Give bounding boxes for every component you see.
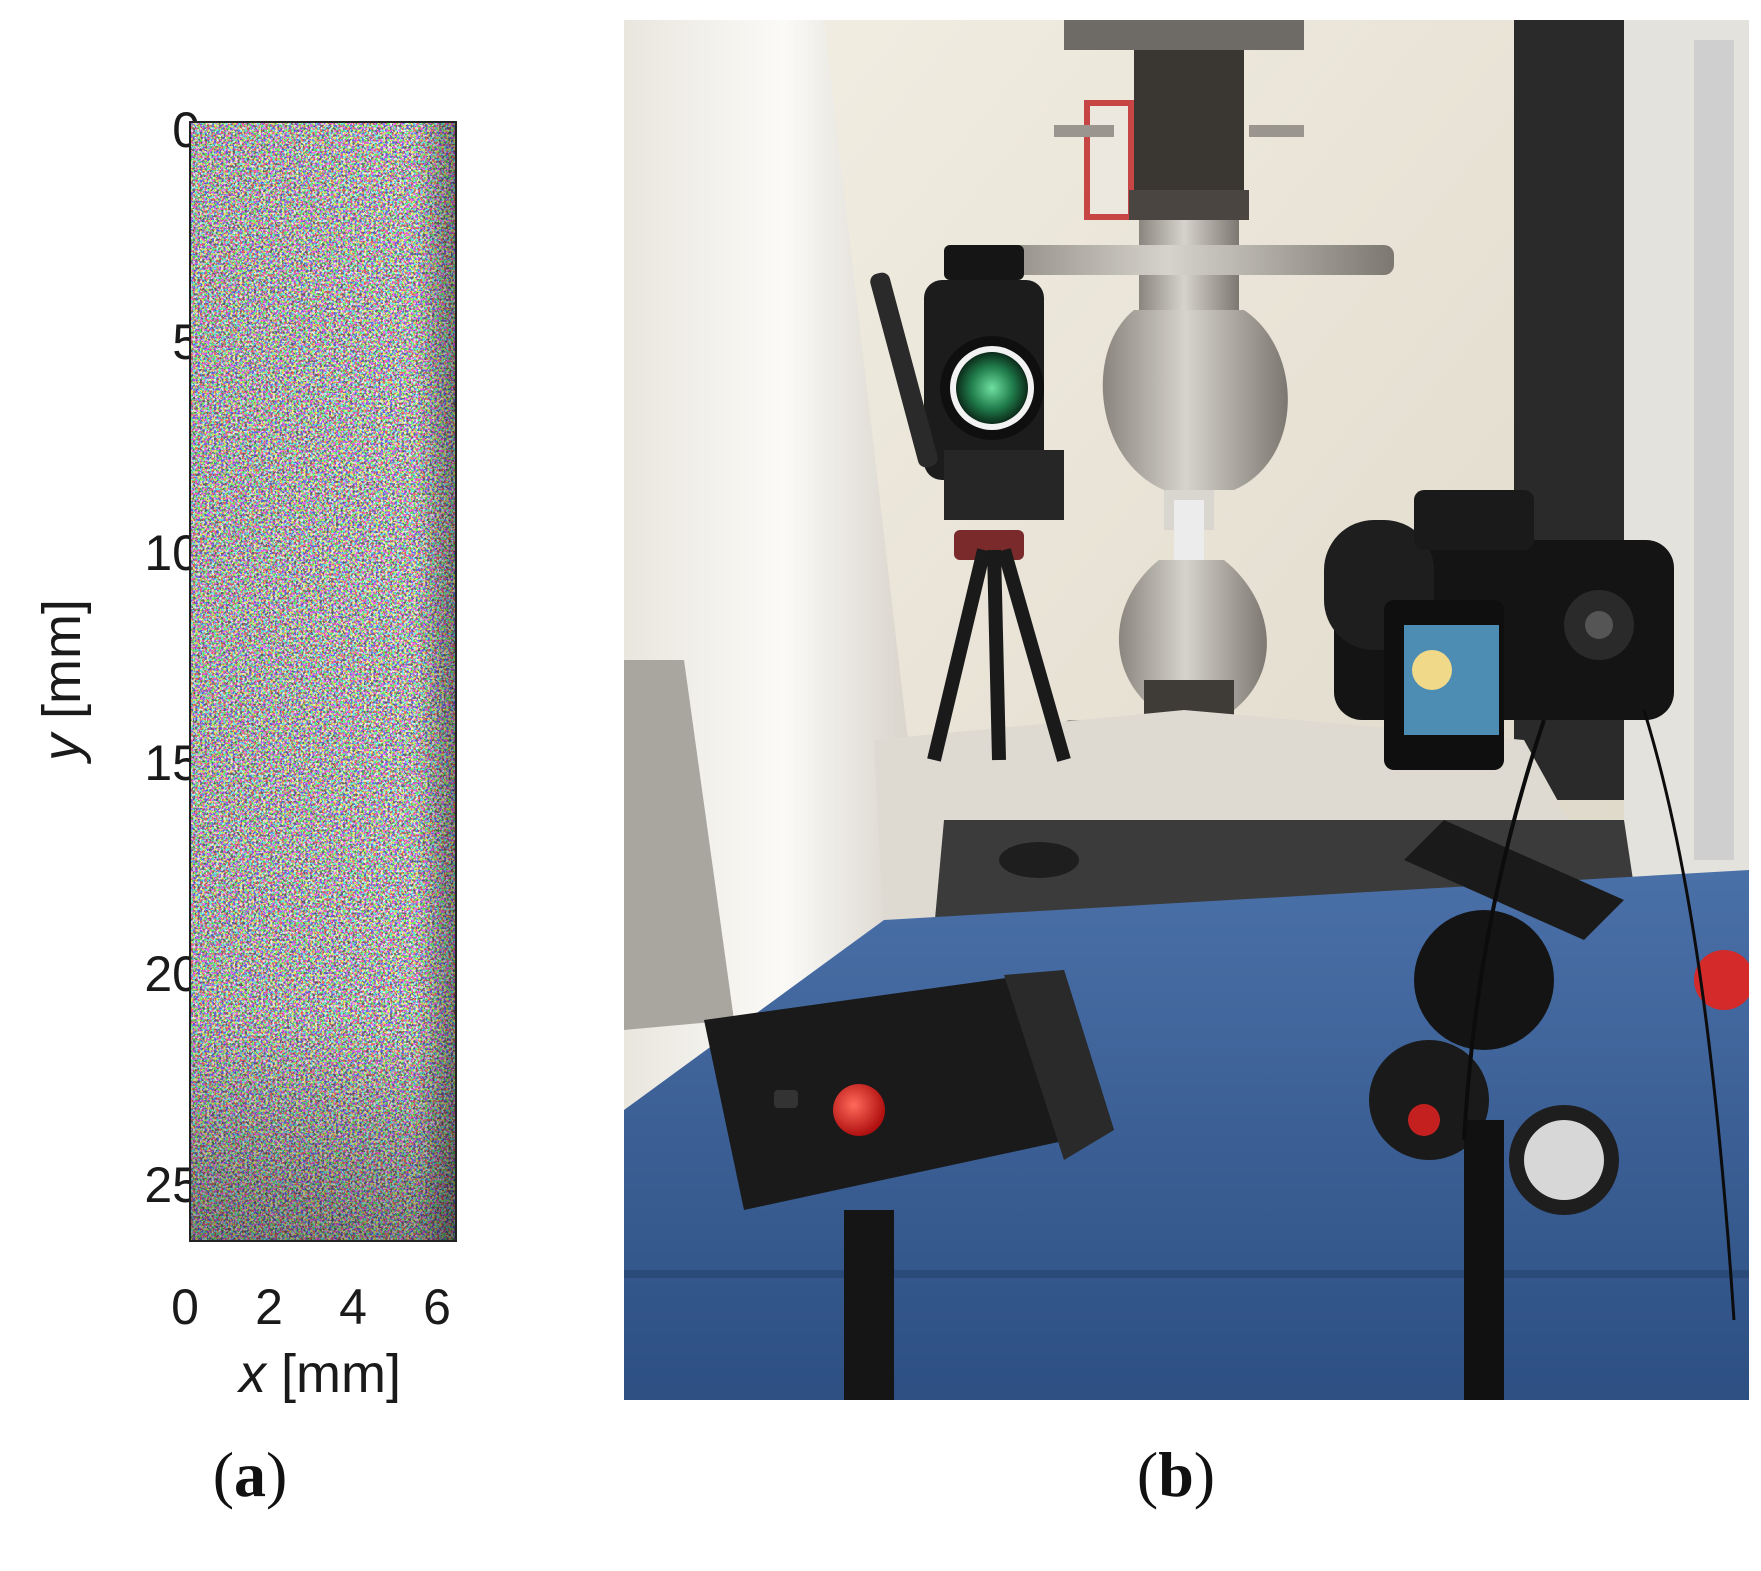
- setup-photo-svg: [624, 20, 1749, 1400]
- x-axis-var: x: [239, 1344, 266, 1404]
- setup-photo: [624, 20, 1749, 1400]
- caption-a-letter: a: [234, 1439, 266, 1510]
- caption-a-open: (: [212, 1439, 234, 1510]
- y-tick-5: 5: [172, 314, 200, 370]
- x-tick-0: 0: [171, 1279, 199, 1335]
- y-axis-var: y: [32, 734, 92, 761]
- x-axis-label: x [mm]: [170, 1344, 470, 1404]
- y-axis-unit: [mm]: [32, 599, 92, 734]
- x-tick-6: 6: [423, 1279, 451, 1335]
- y-tick-0: 0: [172, 102, 200, 158]
- y-tick-25: 25: [144, 1157, 200, 1213]
- speckle-svg: [191, 123, 455, 1240]
- caption-b-open: (: [1136, 1439, 1159, 1510]
- x-tick-2: 2: [255, 1279, 283, 1335]
- caption-b: (b): [1116, 1440, 1236, 1510]
- x-tick-4: 4: [339, 1279, 367, 1335]
- y-tick-10: 10: [144, 525, 200, 581]
- caption-b-letter: b: [1158, 1439, 1194, 1510]
- y-tick-15: 15: [144, 735, 200, 791]
- caption-a-close: ): [266, 1439, 288, 1510]
- caption-b-close: ): [1193, 1439, 1216, 1510]
- y-tick-20: 20: [144, 946, 200, 1002]
- x-axis-unit: [mm]: [266, 1344, 401, 1404]
- caption-a: (a): [190, 1440, 310, 1510]
- speckle-pattern-image: [189, 121, 457, 1242]
